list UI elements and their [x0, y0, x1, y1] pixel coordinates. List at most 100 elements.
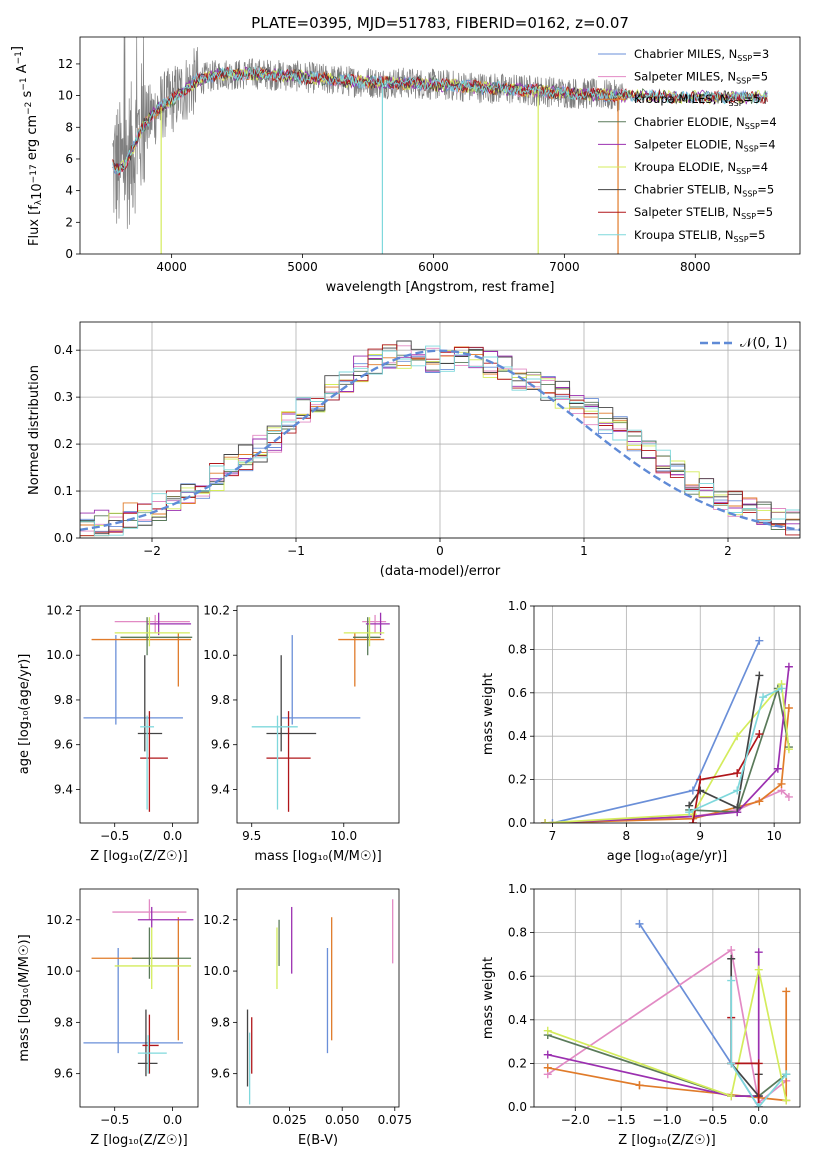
- weight-marker: [543, 1050, 552, 1059]
- y-tick-label: 0.2: [508, 1056, 527, 1070]
- weight-marker: [635, 1081, 644, 1090]
- weight-marker: [727, 954, 736, 963]
- y-tick-label: 0.4: [54, 343, 73, 357]
- y-axis-label-part: −1: [14, 51, 24, 64]
- y-tick-label: 9.6: [54, 1067, 73, 1081]
- axes-frame: [79, 36, 801, 255]
- weight-marker: [688, 786, 697, 795]
- axes-frame: [533, 605, 801, 824]
- legend-entry: Salpeter MILES, NSSP=5: [634, 70, 768, 86]
- legend-entry: 𝒩(0, 1): [740, 336, 787, 351]
- y-tick-label: 0.1: [54, 484, 73, 498]
- x-tick-label: 10: [766, 829, 781, 843]
- weight-marker: [543, 1026, 552, 1035]
- weight-line-kroupa_stelib: [688, 687, 782, 813]
- y-tick-label: 9.4: [211, 782, 230, 796]
- y-tick-label: 0.4: [508, 1013, 527, 1027]
- x-tick-label: 8000: [680, 260, 711, 274]
- x-tick-label: 0.075: [378, 1113, 412, 1127]
- mass_vs_Z-plot: [83, 899, 194, 1077]
- weight-marker: [733, 803, 742, 812]
- y-axis-label-part: A: [15, 64, 30, 77]
- x-tick-label: 0.0: [749, 1113, 768, 1127]
- weight-marker: [543, 1063, 552, 1072]
- y-tick-label: 10.2: [46, 913, 73, 927]
- y-tick-label: 9.8: [54, 1015, 73, 1029]
- y-tick-label: 9.4: [54, 782, 73, 796]
- mass_weight_vs_age-plot: [541, 636, 793, 823]
- weight-marker: [733, 769, 742, 778]
- weight-marker: [754, 1059, 763, 1068]
- x-tick-label: 0.0: [163, 1113, 182, 1127]
- weight-marker: [727, 1092, 736, 1101]
- x-tick-label: −1: [287, 544, 305, 558]
- y-axis-label: Flux [fλ10−17 erg cm−2 s−1 A−1]: [10, 46, 45, 246]
- axes-frame: [236, 605, 400, 824]
- x-tick-label: 4000: [156, 260, 187, 274]
- weight-marker: [541, 819, 550, 823]
- weight-marker: [635, 919, 644, 928]
- weight-marker: [784, 792, 793, 801]
- weight-marker: [773, 764, 782, 773]
- residuals-plot: [80, 340, 800, 538]
- x-tick-label: 7000: [549, 260, 580, 274]
- axes-frame: [79, 321, 801, 539]
- legend-entry: Salpeter STELIB, NSSP=5: [634, 205, 773, 221]
- weight-marker: [733, 732, 742, 741]
- y-tick-label: 10.2: [203, 603, 230, 617]
- y-tick-label: 9.8: [54, 693, 73, 707]
- y-tick-label: 0.0: [508, 816, 527, 830]
- mass_weight_vs_Z-axes: −2.0 −1.5 −1.0 −0.5 0.0 0.0 0.2 0.4 0.6 0.8 1.0 Z […: [481, 882, 801, 1148]
- y-tick-label: 10.0: [46, 964, 73, 978]
- y-tick-label: 0.8: [508, 926, 527, 940]
- y-tick-label: 9.8: [211, 1015, 230, 1029]
- axes-frame: [79, 605, 199, 824]
- y-tick-label: 0.0: [508, 1100, 527, 1114]
- y-tick-label: 9.6: [211, 1067, 230, 1081]
- y-tick-label: 0.0: [54, 531, 73, 545]
- y-tick-label: 1.0: [508, 882, 527, 896]
- x-tick-label: 0.0: [163, 829, 182, 843]
- y-axis-label-part: erg cm: [25, 115, 40, 164]
- weight-marker: [782, 1070, 791, 1079]
- x-tick-label: 2: [724, 544, 732, 558]
- y-tick-label: 9.6: [54, 738, 73, 752]
- y-tick-label: 9.6: [211, 738, 230, 752]
- mass_vs_ebv-plot: [246, 899, 394, 1105]
- y-tick-label: 10.2: [46, 603, 73, 617]
- y-tick-label: 12: [58, 57, 73, 71]
- x-tick-label: 10.0: [330, 829, 357, 843]
- y-axis-label: mass weight: [481, 673, 496, 755]
- legend-entry: Chabrier STELIB, NSSP=5: [634, 183, 774, 199]
- weight-marker: [696, 775, 705, 784]
- weight-marker: [548, 819, 557, 823]
- weight-marker: [777, 779, 786, 788]
- x-axis-label: E(B-V): [298, 1133, 338, 1148]
- x-tick-label: −1.5: [607, 1113, 636, 1127]
- x-tick-label: −0.5: [698, 1113, 727, 1127]
- x-axis-label: (data-model)/error: [380, 564, 501, 579]
- weight-marker: [784, 662, 793, 671]
- y-tick-label: 10.0: [203, 648, 230, 662]
- mass_weight_vs_age-axes: 7 8 9 10 0.0 0.2 0.4 0.6 0.8 1.0 age [log₁₀(age/yr…: [481, 599, 801, 864]
- weight-marker: [784, 703, 793, 712]
- y-tick-label: 10.0: [203, 964, 230, 978]
- y-tick-label: 0.8: [508, 642, 527, 656]
- x-tick-label: 9.5: [242, 829, 261, 843]
- x-tick-label: −0.5: [100, 829, 129, 843]
- weight-line-kroupa_miles: [547, 991, 788, 1102]
- weight-marker: [755, 730, 764, 739]
- x-tick-label: −2.0: [561, 1113, 590, 1127]
- x-tick-label: 7: [549, 829, 557, 843]
- y-tick-label: 1.0: [508, 599, 527, 613]
- axes-frame: [236, 888, 400, 1108]
- mass_vs_ebv-axes: 0.025 0.050 0.075 9.6 9.8 10.0 10.2 E(B-V): [203, 888, 412, 1148]
- legend-entry: Kroupa STELIB, NSSP=5: [634, 228, 765, 244]
- weight-marker: [777, 684, 786, 693]
- y-axis-label: age [log₁₀(age/yr)]: [17, 654, 32, 775]
- mass_vs_Z-axes: −0.5 0.0 9.6 9.8 10.0 10.2 Z [log₁₀(Z/Z☉)] mass…: [17, 888, 199, 1148]
- x-tick-label: 5000: [287, 260, 318, 274]
- y-axis-label-part: 10: [30, 183, 45, 200]
- histogram-kroupa_stelib: [80, 345, 800, 538]
